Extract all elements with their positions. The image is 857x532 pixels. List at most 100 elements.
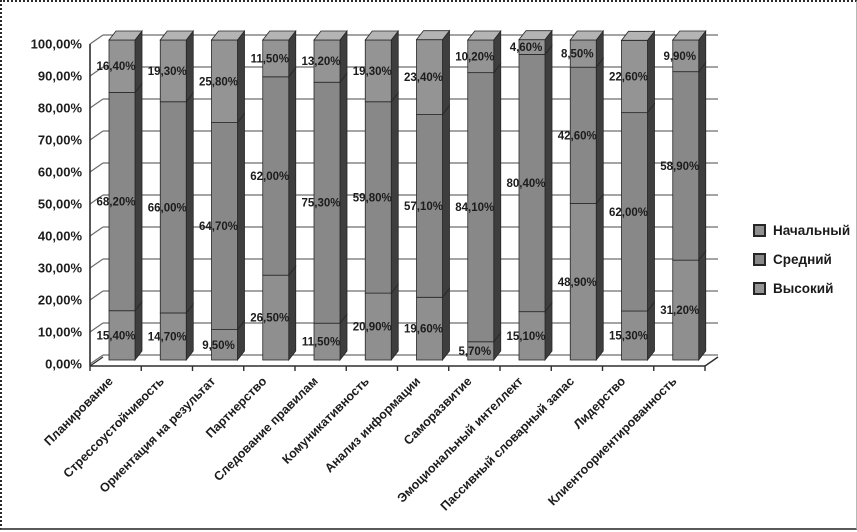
chart-legend: Начальный Средний Высокий bbox=[753, 223, 850, 296]
data-label: 15,40% bbox=[96, 330, 135, 342]
y-tick-connector bbox=[90, 131, 103, 140]
data-label: 66,00% bbox=[148, 202, 187, 214]
data-label: 31,20% bbox=[660, 305, 699, 317]
data-label: 4,60% bbox=[510, 42, 543, 54]
bar-segment-side bbox=[648, 104, 655, 311]
bar-segment-side bbox=[391, 31, 398, 102]
x-axis-category-label: Анализ информации bbox=[322, 374, 423, 475]
y-tick-connector bbox=[90, 291, 103, 300]
legend-item-vysoky: Высокий bbox=[753, 281, 850, 296]
data-label: 14,70% bbox=[148, 331, 187, 343]
data-label: 15,10% bbox=[506, 331, 545, 343]
data-label: 15,30% bbox=[609, 331, 648, 343]
y-axis-tick-label: 80,00% bbox=[38, 101, 83, 116]
bar-segment-side bbox=[699, 251, 706, 360]
y-axis-tick-label: 50,00% bbox=[38, 197, 83, 212]
data-label: 10,20% bbox=[455, 51, 494, 63]
bar-segment-side bbox=[289, 68, 296, 275]
data-label: 13,20% bbox=[301, 56, 340, 68]
y-axis-tick-label: 100,00% bbox=[31, 37, 83, 52]
x-axis-category-label: Комуникативность bbox=[279, 374, 372, 467]
data-label: 25,80% bbox=[199, 76, 238, 88]
legend-marker-icon bbox=[753, 224, 766, 237]
legend-label: Средний bbox=[773, 252, 832, 267]
data-label: 9,90% bbox=[663, 51, 696, 63]
data-label: 59,80% bbox=[353, 192, 392, 204]
data-label: 8,50% bbox=[561, 49, 594, 61]
bar-segment-side bbox=[545, 45, 552, 311]
data-label: 62,00% bbox=[250, 171, 289, 183]
bar-segment-side bbox=[443, 106, 450, 298]
data-label: 75,30% bbox=[301, 198, 340, 210]
bar-segment-side bbox=[289, 266, 296, 360]
legend-marker-icon bbox=[753, 253, 766, 266]
data-label: 22,60% bbox=[609, 71, 648, 83]
data-label: 16,40% bbox=[96, 61, 135, 73]
data-label: 19,30% bbox=[148, 66, 187, 78]
y-tick-connector bbox=[90, 163, 103, 172]
bar-segment-side bbox=[135, 83, 142, 310]
legend-label: Высокий bbox=[773, 281, 833, 296]
data-label: 68,20% bbox=[96, 197, 135, 209]
data-label: 80,40% bbox=[506, 178, 545, 190]
data-label: 11,50% bbox=[251, 53, 289, 65]
data-label: 20,90% bbox=[353, 322, 392, 334]
legend-label: Начальный bbox=[773, 223, 850, 238]
bar-segment-side bbox=[135, 31, 142, 92]
data-label: 9,50% bbox=[202, 340, 235, 352]
data-label: 84,10% bbox=[455, 202, 494, 214]
y-tick-connector bbox=[90, 227, 103, 236]
legend-item-sredny: Средний bbox=[753, 252, 850, 267]
data-label: 57,10% bbox=[404, 201, 443, 213]
bar-segment-side bbox=[135, 302, 142, 360]
y-axis-tick-label: 20,00% bbox=[38, 293, 83, 308]
data-label: 62,00% bbox=[609, 207, 648, 219]
data-label: 11,50% bbox=[302, 337, 340, 349]
bar-segment-side bbox=[340, 73, 347, 323]
y-axis-tick-label: 70,00% bbox=[38, 133, 83, 148]
bar-segment-side bbox=[494, 64, 501, 342]
bar-segment-side bbox=[443, 31, 450, 115]
bar-segment-side bbox=[186, 93, 193, 313]
x-axis-corner-right bbox=[705, 357, 718, 366]
y-axis-tick-label: 60,00% bbox=[38, 165, 83, 180]
data-label: 19,60% bbox=[404, 324, 443, 336]
bar-segment-side bbox=[391, 284, 398, 360]
y-tick-connector bbox=[90, 355, 103, 364]
y-tick-connector bbox=[90, 35, 103, 44]
bar-segment-side bbox=[648, 31, 655, 112]
data-label: 58,90% bbox=[660, 161, 699, 173]
y-axis-tick-label: 0,00% bbox=[45, 357, 82, 372]
bar-segment-side bbox=[238, 114, 245, 330]
bar-segment-side bbox=[699, 63, 706, 260]
data-label: 26,50% bbox=[250, 313, 289, 325]
x-axis-category-label: Следование правилам bbox=[211, 374, 321, 484]
data-label: 48,90% bbox=[558, 277, 597, 289]
y-axis-tick-label: 40,00% bbox=[38, 229, 83, 244]
bar-segment-side bbox=[545, 303, 552, 360]
bar-segment-side bbox=[596, 195, 603, 360]
bar-segment-side bbox=[238, 31, 245, 123]
data-label: 23,40% bbox=[404, 72, 443, 84]
legend-marker-icon bbox=[753, 282, 766, 295]
y-tick-connector bbox=[90, 259, 103, 268]
bar-segment-side bbox=[443, 288, 450, 360]
y-axis-tick-label: 30,00% bbox=[38, 261, 83, 276]
legend-item-nachalny: Начальный bbox=[753, 223, 850, 238]
data-label: 5,70% bbox=[458, 346, 491, 358]
y-tick-connector bbox=[90, 99, 103, 108]
bar-segment-side bbox=[391, 93, 398, 293]
bar-segment-side bbox=[186, 304, 193, 360]
y-axis-tick-label: 10,00% bbox=[38, 325, 83, 340]
x-axis-category-label: Стрессоустойчивость bbox=[61, 374, 168, 481]
bar-segment-side bbox=[596, 58, 603, 203]
x-axis-corner-left bbox=[90, 357, 103, 366]
data-label: 42,60% bbox=[558, 130, 597, 142]
data-label: 64,70% bbox=[199, 221, 238, 233]
bar-segment-side bbox=[186, 31, 193, 102]
y-axis-tick-label: 90,00% bbox=[38, 69, 83, 84]
data-label: 19,30% bbox=[353, 66, 392, 78]
bar-segment-side bbox=[648, 302, 655, 360]
